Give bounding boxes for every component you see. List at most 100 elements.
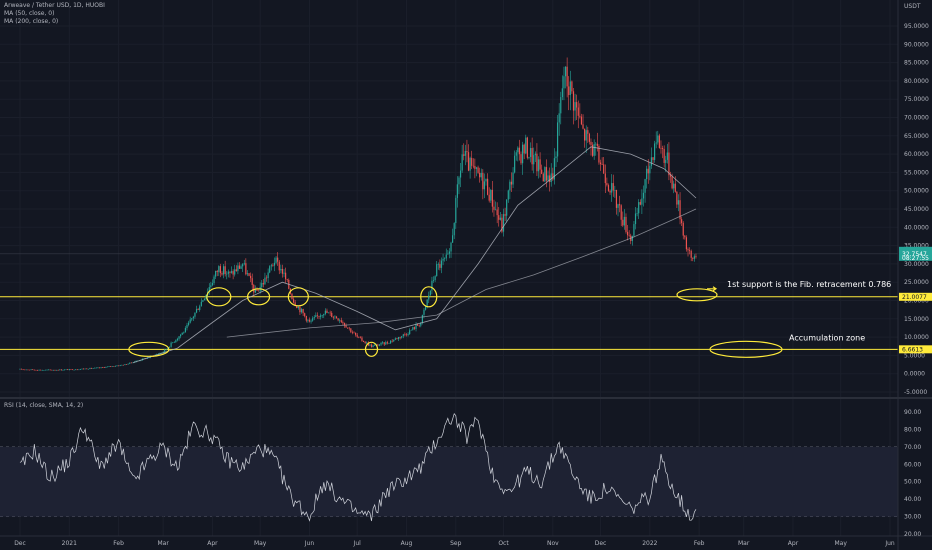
candle-body	[687, 249, 689, 251]
candle-body	[339, 320, 341, 321]
candle-body	[218, 266, 220, 273]
candle-body	[517, 147, 519, 153]
candle-body	[417, 324, 419, 326]
candle-body	[219, 266, 222, 274]
candle-body	[46, 369, 48, 371]
candle-body	[183, 332, 185, 333]
time-tick-label: May	[834, 540, 847, 547]
candle-body	[234, 269, 236, 275]
candle-body	[561, 88, 563, 98]
time-tick-label: Jun	[884, 540, 895, 547]
candle-body	[628, 235, 630, 236]
candle-body	[518, 147, 521, 155]
candle-body	[321, 315, 323, 316]
candle-body	[533, 155, 535, 165]
candle-body	[394, 338, 396, 340]
candle-body	[356, 334, 358, 337]
candle-body	[130, 362, 132, 364]
price-axis[interactable]: 95.0000 90.0000 85.0000 80.0000 75.0000 70.00…	[904, 23, 929, 396]
candle-body	[370, 344, 373, 348]
candle-body	[285, 272, 287, 280]
candle-body	[663, 148, 665, 163]
legend-ma50[interactable]: MA (50, close, 0)	[4, 10, 55, 17]
candle-body	[399, 337, 401, 338]
candle-body	[666, 152, 668, 160]
price-tick-label: 85.0000	[904, 60, 929, 67]
candle-body	[688, 250, 691, 251]
arrow-right-icon	[707, 286, 718, 292]
candle-body	[312, 318, 314, 321]
price-tick-label: 10.0000	[904, 334, 929, 341]
candle-body	[657, 135, 659, 143]
candle-body	[89, 368, 91, 369]
time-tick-label: Feb	[113, 540, 124, 547]
price-tick-label: 70.0000	[904, 115, 929, 122]
candle-body	[642, 192, 645, 199]
candle-body	[429, 290, 431, 296]
candle-body	[603, 164, 605, 174]
price-tick-label: 60.0000	[904, 151, 929, 158]
candle-body	[227, 271, 229, 274]
accumulation-annotation-text[interactable]: Accumulation zone	[789, 333, 865, 342]
candle-body	[164, 349, 166, 353]
legend-symbol[interactable]: Arweave / Tether USD, 1D, HUOBI	[4, 2, 105, 9]
candle-body	[655, 142, 657, 144]
legend-ma200[interactable]: MA (200, close, 0)	[4, 18, 59, 25]
candle-body	[100, 367, 102, 368]
accumulation-level-tag-text: 6.6613	[902, 346, 923, 353]
annotations-layer[interactable]: 1st support is the Fib. retracement 0.78…	[128, 280, 891, 358]
candle-body	[180, 334, 182, 337]
candle-body	[62, 370, 64, 371]
candle-body	[323, 313, 325, 316]
candle-body	[466, 151, 468, 153]
candle-body	[389, 340, 392, 344]
candle-body	[401, 336, 403, 338]
candle-body	[224, 266, 226, 274]
candle-body	[444, 258, 446, 259]
candle-body	[200, 301, 202, 307]
candle-body	[213, 276, 215, 284]
legend-rsi[interactable]: RSI (14, close, SMA, 14, 2)	[4, 402, 84, 409]
candle-body	[361, 337, 363, 341]
candle-body	[380, 342, 382, 345]
candle-body	[684, 235, 686, 238]
moving-average-lines	[132, 146, 697, 364]
candle-body	[638, 202, 640, 214]
candle-body	[41, 370, 43, 371]
fib-annotation-text[interactable]: 1st support is the Fib. retracement 0.78…	[727, 280, 891, 289]
horizontal-levels[interactable]	[0, 253, 898, 350]
candle-body	[111, 366, 113, 367]
time-tick-label: Apr	[207, 540, 218, 547]
candle-body	[382, 342, 384, 343]
candle-body	[682, 222, 684, 236]
candle-body	[523, 144, 525, 154]
candle-body	[386, 342, 389, 344]
ma200-line	[226, 208, 697, 338]
candle-body	[329, 312, 331, 314]
candle-body	[51, 369, 53, 371]
candle-body	[456, 184, 458, 198]
candle-body	[658, 135, 660, 148]
candle-body	[510, 181, 513, 185]
time-axis[interactable]: Dec 2021 Feb Mar Apr May Jun Jul Aug Sep Oct Nov Dec…	[14, 540, 895, 547]
candle-body	[28, 369, 31, 371]
candle-body	[660, 147, 662, 149]
candle-body	[351, 332, 354, 333]
candle-body	[261, 283, 263, 288]
candle-body	[199, 306, 201, 310]
accumulation-ellipse[interactable]	[709, 340, 783, 358]
candle-body	[552, 173, 554, 180]
fib-target-ellipse[interactable]	[676, 288, 718, 302]
candle-body	[110, 366, 112, 367]
candle-body	[27, 369, 29, 371]
rsi-axis[interactable]: 90.00 80.00 70.00 60.00 50.00 40.00 30.00 20.00	[904, 409, 921, 538]
candle-body	[296, 305, 298, 309]
candle-body	[415, 324, 417, 329]
candle-body	[186, 324, 188, 329]
candle-body	[584, 128, 586, 141]
candle-body	[178, 336, 180, 339]
candle-body	[114, 365, 117, 367]
candle-body	[690, 250, 692, 258]
